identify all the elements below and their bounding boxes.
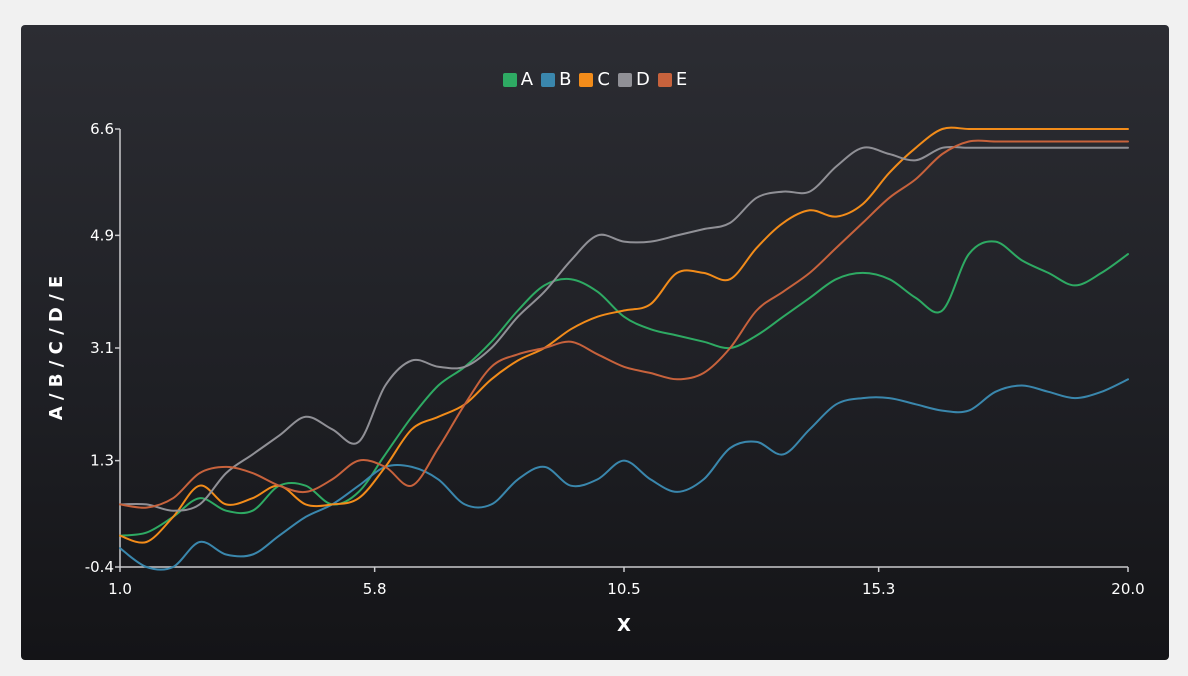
- legend-item-e[interactable]: E: [657, 69, 688, 90]
- legend-swatch-d: [618, 72, 632, 87]
- legend-label-c: C: [597, 69, 610, 90]
- y-tick-label: -0.4: [85, 558, 114, 576]
- legend-label-a: A: [520, 69, 534, 90]
- line-chart: -0.4 1.3 3.1 4.9 6.6 1.0 5.8 10.5 15.3 20.0 X A /…: [46, 120, 1145, 636]
- legend: A B C D E: [21, 69, 1169, 90]
- x-tick-label: 15.3: [862, 580, 895, 598]
- x-axis-title: X: [617, 615, 631, 636]
- x-tick-label: 1.0: [108, 580, 132, 598]
- x-tick-label: 5.8: [363, 580, 387, 598]
- legend-item-c[interactable]: C: [579, 69, 610, 90]
- chart-panel: A B C D E -0.4 1.3 3.1 4.9 6.6 1.0 5.8 10.5 15.3…: [21, 25, 1169, 660]
- legend-item-d[interactable]: D: [618, 69, 650, 90]
- legend-label-b: B: [559, 69, 572, 90]
- series-line-b: [119, 378, 1129, 571]
- legend-item-a[interactable]: A: [502, 69, 534, 90]
- axes: -0.4 1.3 3.1 4.9 6.6 1.0 5.8 10.5 15.3 20.0: [85, 120, 1145, 598]
- series-line-c: [119, 126, 1129, 544]
- legend-swatch-e: [657, 72, 672, 87]
- legend-swatch-c: [579, 72, 594, 87]
- series-line-a: [119, 240, 1129, 537]
- x-tick-label: 20.0: [1111, 580, 1144, 598]
- legend-swatch-b: [541, 72, 556, 87]
- legend-swatch-a: [502, 72, 517, 87]
- y-tick-label: 6.6: [90, 120, 114, 138]
- series-lines: [119, 126, 1129, 571]
- legend-label-d: D: [636, 69, 650, 90]
- x-tick-label: 10.5: [607, 580, 640, 598]
- y-tick-label: 1.3: [90, 452, 114, 470]
- y-tick-label: 3.1: [90, 339, 114, 357]
- y-tick-label: 4.9: [90, 226, 114, 244]
- y-axis-title: A / B / C / D / E: [46, 276, 67, 421]
- series-line-e: [119, 139, 1129, 509]
- legend-label-e: E: [675, 69, 688, 90]
- series-line-d: [119, 145, 1129, 512]
- legend-item-b[interactable]: B: [541, 69, 571, 90]
